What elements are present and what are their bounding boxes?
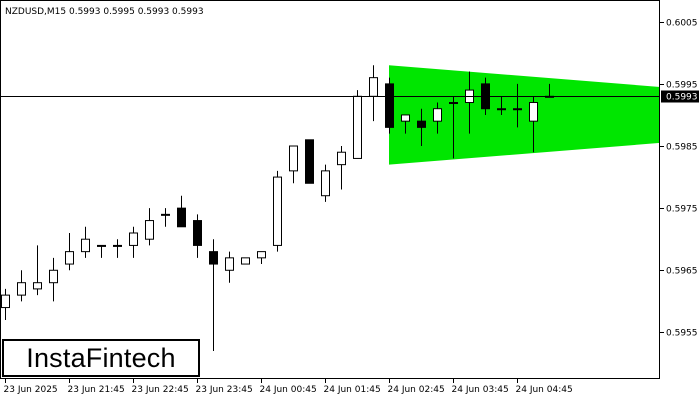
candle-body	[145, 220, 154, 240]
candle	[225, 251, 234, 283]
candle-body	[129, 232, 138, 246]
candles-layer	[1, 65, 554, 352]
candle-body	[417, 120, 426, 128]
chart-symbol-label: NZDUSD,M15 0.5993 0.5995 0.5993 0.5993	[5, 7, 204, 17]
candle	[193, 214, 202, 258]
watermark-logo: InstaFintech	[2, 339, 200, 377]
candle-body	[209, 251, 218, 265]
time-tick-label: 24 Jun 04:45	[516, 385, 573, 395]
candle-body	[257, 251, 266, 259]
candle	[337, 146, 346, 190]
candle	[161, 208, 170, 227]
candle	[385, 77, 394, 134]
candle	[497, 96, 506, 115]
candle-body	[449, 102, 458, 105]
time-tick-label: 23 Jun 23:45	[196, 385, 253, 395]
candle-body	[17, 282, 26, 296]
watermark-text: InstaFintech	[26, 342, 176, 373]
time-tick-label: 23 Jun 22:45	[132, 385, 189, 395]
price-tick-label: 0.5985	[666, 143, 698, 153]
time-tick-label: 24 Jun 02:45	[388, 385, 445, 395]
price-tick-label: 0.5955	[666, 329, 698, 339]
candle-body	[497, 108, 506, 111]
candle	[417, 108, 426, 147]
candle-body	[193, 220, 202, 246]
candle-body	[305, 139, 314, 184]
candle	[449, 96, 458, 159]
price-tick-label: 0.6005	[666, 19, 698, 29]
candle	[81, 226, 90, 258]
candle-body	[97, 244, 106, 247]
candle-body	[113, 244, 122, 247]
current-price-label: 0.5993	[666, 93, 698, 103]
candle-body	[81, 238, 90, 253]
candle-body	[353, 95, 362, 159]
candle	[1, 288, 10, 320]
time-tick-label: 24 Jun 03:45	[452, 385, 509, 395]
candle	[177, 195, 186, 228]
current-price-box	[661, 90, 699, 103]
candle	[145, 208, 154, 246]
candle-body	[337, 151, 346, 166]
candle-body	[273, 176, 282, 246]
candle-body	[49, 269, 58, 284]
candle	[433, 102, 442, 134]
price-tick-label: 0.5995	[666, 81, 698, 91]
candle	[401, 114, 410, 134]
candle	[129, 226, 138, 258]
price-axis: 0.6005 0.5995 0.5985 0.5975 0.5965 0.5955 0.59…	[660, 19, 699, 339]
candle-body	[241, 257, 250, 265]
candle	[97, 244, 106, 258]
candle-body	[401, 114, 410, 122]
candle-body	[65, 251, 74, 265]
candle-body	[33, 282, 42, 290]
triangle-pattern	[389, 65, 660, 165]
candle-body	[369, 77, 378, 97]
candle-body	[1, 294, 10, 309]
candle	[17, 270, 26, 302]
candle-body	[161, 213, 170, 216]
candle	[241, 257, 250, 265]
triangle-pattern-layer	[389, 65, 660, 165]
candle	[353, 90, 362, 159]
candle	[529, 96, 538, 153]
candle	[33, 245, 42, 296]
candle	[209, 239, 218, 352]
candle	[369, 65, 378, 122]
candle-body	[385, 83, 394, 128]
time-tick-label: 24 Jun 01:45	[324, 385, 381, 395]
candle	[65, 232, 74, 271]
candle-body	[225, 257, 234, 271]
time-tick-label: 23 Jun 21:45	[68, 385, 125, 395]
candle-body	[177, 207, 186, 228]
plot-frame	[0, 0, 660, 379]
candle	[305, 139, 314, 184]
candle	[513, 83, 522, 128]
time-axis: 23 Jun 2025 23 Jun 21:45 23 Jun 22:45 23 Ju…	[4, 379, 573, 395]
candle	[49, 257, 58, 302]
candle-body	[321, 170, 330, 197]
candle-body	[433, 108, 442, 122]
price-tick-label: 0.5965	[666, 267, 698, 277]
candle-body	[529, 102, 538, 122]
candle	[273, 170, 282, 252]
candle	[321, 164, 330, 202]
candle	[257, 251, 266, 265]
candle-body	[289, 145, 298, 172]
time-tick-label: 24 Jun 00:45	[260, 385, 317, 395]
time-tick-label: 23 Jun 2025	[4, 385, 58, 395]
price-tick-label: 0.5975	[666, 205, 698, 215]
candle-body	[513, 108, 522, 111]
candle	[113, 239, 122, 258]
candle	[289, 145, 298, 184]
